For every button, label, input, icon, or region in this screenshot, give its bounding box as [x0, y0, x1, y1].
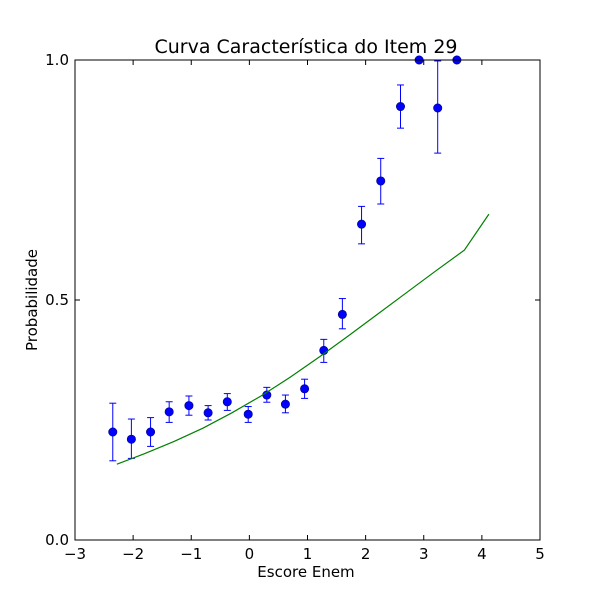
- data-point: [164, 407, 174, 417]
- x-tick-label: 0: [245, 545, 255, 563]
- x-tick-label: 5: [535, 545, 545, 563]
- data-point: [337, 309, 347, 319]
- y-tick-label: 1.0: [45, 51, 69, 69]
- fitted-curve-line: [116, 213, 490, 465]
- x-tick-label: 2: [361, 545, 371, 563]
- data-point: [376, 176, 386, 186]
- data-point: [108, 427, 118, 437]
- x-tick-label: 3: [419, 545, 429, 563]
- data-point: [126, 434, 136, 444]
- data-point: [203, 408, 213, 418]
- x-tick-label: −2: [122, 545, 144, 563]
- x-tick-label: −1: [180, 545, 202, 563]
- y-tick-label: 0.5: [45, 291, 69, 309]
- data-point: [222, 397, 232, 407]
- y-tick-label: 0.0: [45, 531, 69, 549]
- data-point: [184, 401, 194, 411]
- x-tick-label: 1: [303, 545, 313, 563]
- data-point: [357, 219, 367, 229]
- plot-layer: [108, 55, 490, 465]
- data-point: [395, 102, 405, 112]
- x-tick-label: 4: [477, 545, 487, 563]
- x-tick-label: −3: [64, 545, 86, 563]
- y-axis-label: Probabilidade: [23, 249, 41, 351]
- data-point: [280, 399, 290, 409]
- data-point: [146, 427, 156, 437]
- tick-layer: −3 −2 −1 0 1 2 3 4 5 0.0 0.5 1.0: [45, 51, 545, 563]
- data-point: [300, 384, 310, 394]
- chart-title: Curva Característica do Item 29: [154, 36, 457, 58]
- data-point: [433, 103, 443, 113]
- data-point: [243, 409, 253, 419]
- x-axis-label: Escore Enem: [257, 563, 354, 581]
